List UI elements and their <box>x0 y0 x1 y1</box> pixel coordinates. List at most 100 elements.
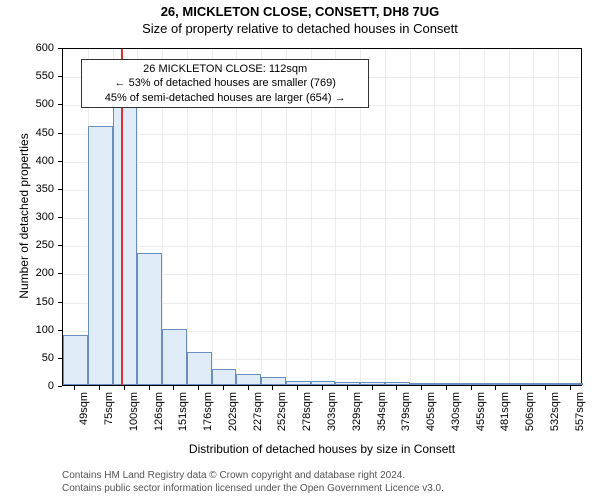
xtick-label: 354sqm <box>376 392 388 442</box>
histogram-bar <box>360 382 385 385</box>
title-line2: Size of property relative to detached ho… <box>142 21 458 36</box>
histogram-bar <box>434 383 459 385</box>
xtick-mark <box>570 386 571 390</box>
histogram-bar <box>558 383 583 385</box>
attribution-line1: Contains HM Land Registry data © Crown c… <box>62 470 444 483</box>
gridline-h <box>63 190 581 191</box>
ytick-mark <box>58 104 62 105</box>
ytick-mark <box>58 161 62 162</box>
xtick-label: 455sqm <box>475 392 487 442</box>
histogram-bar <box>63 335 88 385</box>
ytick-mark <box>58 189 62 190</box>
xtick-label: 49sqm <box>78 392 90 442</box>
gridline-v <box>533 49 534 385</box>
histogram-bar <box>335 382 360 385</box>
histogram-bar <box>236 374 261 385</box>
xtick-label: 252sqm <box>276 392 288 442</box>
ytick-label: 450 <box>0 127 54 139</box>
ytick-label: 250 <box>0 239 54 251</box>
xtick-label: 379sqm <box>400 392 412 442</box>
ytick-mark <box>58 217 62 218</box>
xtick-label: 329sqm <box>351 392 363 442</box>
histogram-bar <box>509 383 534 385</box>
ytick-mark <box>58 386 62 387</box>
attribution-text: Contains HM Land Registry data © Crown c… <box>62 470 444 495</box>
histogram-bar <box>311 381 336 386</box>
attribution-line2: Contains public sector information licen… <box>62 483 444 496</box>
ytick-label: 600 <box>0 42 54 54</box>
xtick-label: 176sqm <box>202 392 214 442</box>
xtick-label: 481sqm <box>499 392 511 442</box>
ytick-label: 500 <box>0 98 54 110</box>
xtick-mark <box>446 386 447 390</box>
histogram-bar <box>261 377 286 385</box>
annotation-line-2: ← 53% of detached houses are smaller (76… <box>88 76 362 90</box>
ytick-label: 150 <box>0 296 54 308</box>
gridline-v <box>484 49 485 385</box>
histogram-bar <box>484 383 509 385</box>
ytick-label: 200 <box>0 267 54 279</box>
xtick-mark <box>372 386 373 390</box>
xtick-mark <box>173 386 174 390</box>
histogram-bar <box>385 382 410 385</box>
gridline-v <box>459 49 460 385</box>
xtick-mark <box>99 386 100 390</box>
histogram-bar <box>113 98 138 385</box>
ytick-label: 300 <box>0 211 54 223</box>
xtick-mark <box>74 386 75 390</box>
xtick-label: 75sqm <box>103 392 115 442</box>
xtick-label: 303sqm <box>326 392 338 442</box>
histogram-bar <box>88 126 113 385</box>
xtick-mark <box>297 386 298 390</box>
ytick-mark <box>58 48 62 49</box>
xtick-mark <box>471 386 472 390</box>
ytick-label: 400 <box>0 155 54 167</box>
gridline-h <box>63 218 581 219</box>
ytick-mark <box>58 273 62 274</box>
gridline-h <box>63 134 581 135</box>
xtick-mark <box>198 386 199 390</box>
title-line1: 26, MICKLETON CLOSE, CONSETT, DH8 7UG <box>161 4 440 19</box>
xtick-mark <box>347 386 348 390</box>
ytick-label: 0 <box>0 380 54 392</box>
gridline-v <box>434 49 435 385</box>
gridline-v <box>410 49 411 385</box>
annotation-line-3: 45% of semi-detached houses are larger (… <box>88 91 362 105</box>
histogram-bar <box>187 352 212 385</box>
xtick-label: 532sqm <box>549 392 561 442</box>
ytick-mark <box>58 330 62 331</box>
xtick-mark <box>421 386 422 390</box>
gridline-v <box>385 49 386 385</box>
gridline-h <box>63 162 581 163</box>
ytick-label: 50 <box>0 352 54 364</box>
xtick-mark <box>223 386 224 390</box>
gridline-v <box>558 49 559 385</box>
xtick-label: 100sqm <box>128 392 140 442</box>
ytick-mark <box>58 133 62 134</box>
ytick-label: 550 <box>0 70 54 82</box>
annotation-box: 26 MICKLETON CLOSE: 112sqm← 53% of detac… <box>81 59 369 108</box>
ytick-label: 100 <box>0 324 54 336</box>
xtick-mark <box>545 386 546 390</box>
xtick-mark <box>322 386 323 390</box>
page-subtitle: Size of property relative to detached ho… <box>0 21 600 36</box>
xtick-mark <box>149 386 150 390</box>
xtick-label: 227sqm <box>252 392 264 442</box>
ytick-mark <box>58 358 62 359</box>
xtick-mark <box>124 386 125 390</box>
histogram-bar <box>459 383 484 385</box>
ytick-label: 350 <box>0 183 54 195</box>
gridline-v <box>509 49 510 385</box>
xtick-label: 405sqm <box>425 392 437 442</box>
xtick-mark <box>495 386 496 390</box>
xtick-mark <box>520 386 521 390</box>
x-axis-label: Distribution of detached houses by size … <box>62 442 582 456</box>
xtick-mark <box>248 386 249 390</box>
xtick-label: 278sqm <box>301 392 313 442</box>
ytick-mark <box>58 76 62 77</box>
chart-plot-area: 26 MICKLETON CLOSE: 112sqm← 53% of detac… <box>62 48 582 386</box>
histogram-bar <box>212 369 237 385</box>
ytick-mark <box>58 302 62 303</box>
xtick-label: 506sqm <box>524 392 536 442</box>
xtick-label: 430sqm <box>450 392 462 442</box>
